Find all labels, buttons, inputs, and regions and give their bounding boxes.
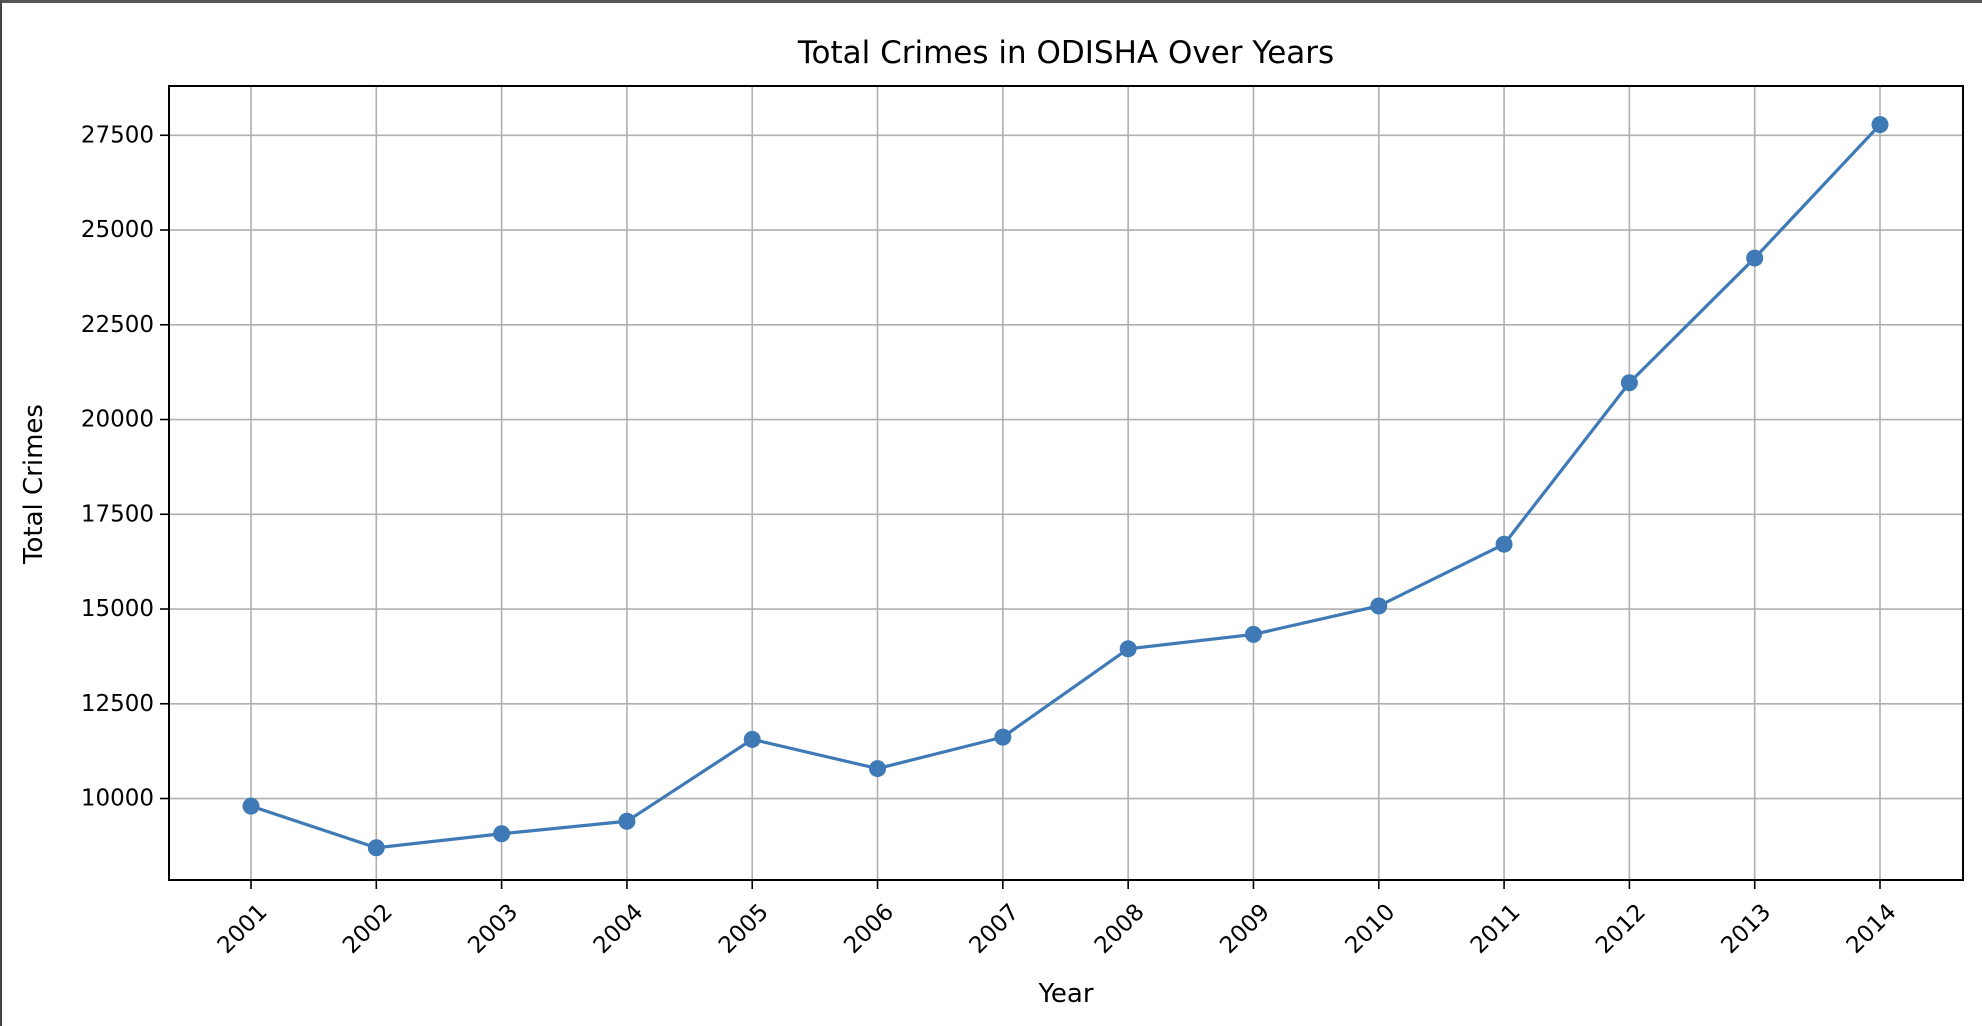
y-tick-label: 17500 (81, 501, 154, 527)
data-point (1119, 640, 1137, 658)
y-tick-label: 27500 (81, 122, 154, 148)
y-axis: 10000 12500 15000 17500 20000 22500 25000 27500 (81, 122, 169, 812)
y-tick-label: 22500 (81, 312, 154, 338)
y-tick-label: 20000 (81, 407, 154, 433)
data-point (1495, 535, 1513, 553)
x-axis: 2001 2002 2003 2004 2005 2006 2007 2008 2009 2010… (213, 880, 1902, 959)
x-tick-label: 2007 (965, 899, 1025, 959)
series-layer (242, 116, 1889, 857)
data-point (1746, 249, 1764, 267)
data-point (1370, 597, 1388, 615)
chart-title: Total Crimes in ODISHA Over Years (797, 35, 1334, 71)
data-point (994, 728, 1012, 746)
x-tick-label: 2002 (338, 899, 398, 959)
y-tick-label: 12500 (81, 691, 154, 717)
x-tick-label: 2008 (1090, 899, 1150, 959)
data-point (1620, 374, 1638, 392)
data-point (367, 839, 385, 857)
data-point (242, 797, 260, 815)
series-line (250, 123, 1882, 850)
y-tick-label: 15000 (81, 596, 154, 622)
data-point (493, 825, 511, 843)
x-tick-label: 2006 (839, 899, 899, 959)
x-tick-label: 2014 (1842, 899, 1902, 959)
grid-layer (169, 86, 1963, 880)
x-tick-label: 2004 (589, 899, 649, 959)
x-tick-label: 2012 (1591, 899, 1651, 959)
x-tick-label: 2010 (1341, 899, 1401, 959)
data-point (1871, 116, 1889, 134)
x-tick-label: 2013 (1716, 899, 1776, 959)
data-point (618, 812, 636, 830)
x-axis-label: Year (1037, 979, 1093, 1009)
x-tick-label: 2009 (1215, 899, 1275, 959)
y-tick-label: 10000 (81, 786, 154, 812)
x-tick-label: 2011 (1466, 899, 1526, 959)
x-tick-label: 2005 (714, 899, 774, 959)
y-axis-label: Total Crimes (19, 404, 49, 565)
x-tick-label: 2003 (463, 899, 523, 959)
data-point (743, 730, 761, 748)
plot-area (168, 85, 1964, 881)
x-tick-label: 2001 (213, 899, 273, 959)
data-point (869, 760, 887, 778)
data-point (1244, 625, 1262, 643)
y-tick-label: 25000 (81, 217, 154, 243)
